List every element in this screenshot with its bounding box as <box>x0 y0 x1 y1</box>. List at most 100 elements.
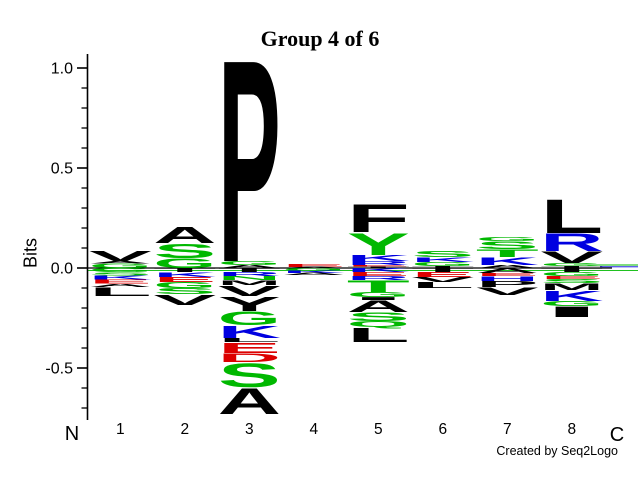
logo-letter: K <box>347 254 410 263</box>
logo-letter: T <box>347 277 410 295</box>
y-axis-label: Bits <box>20 237 41 269</box>
logo-letter: E <box>476 272 539 277</box>
logo-letter: G <box>347 291 410 299</box>
logo-letter: V <box>476 285 539 297</box>
logo-letter: K <box>89 275 153 281</box>
logo-letter: K <box>282 270 346 274</box>
logo-letter: G <box>540 271 603 277</box>
logo-letter: M <box>540 281 603 292</box>
logo-letter: S <box>153 287 216 296</box>
logo-letter: L <box>89 285 152 299</box>
logo-letter: V <box>89 248 152 265</box>
logo-letter: D <box>218 351 281 365</box>
logo-letter: Y <box>218 293 281 316</box>
logo-letter: S <box>153 240 216 263</box>
logo-letter: T <box>540 267 603 273</box>
logo-letter: T <box>540 266 603 269</box>
logo-letter: S <box>476 239 539 251</box>
logo-letter: R <box>540 229 603 257</box>
logo-letter: H <box>476 275 539 283</box>
x-tick-label: 4 <box>309 421 318 438</box>
y-tick-label: 1.0 <box>51 61 73 78</box>
logo-letter: G <box>218 260 281 266</box>
logo-letter: G <box>153 256 216 271</box>
x-tick-label: 5 <box>374 421 383 438</box>
logo-letter: S <box>411 250 474 259</box>
logo-letter: A <box>89 261 152 265</box>
logo-letter: E <box>411 271 474 279</box>
logo-letter: A <box>218 381 281 422</box>
logo-letter: R <box>218 271 281 277</box>
logo-letter: L <box>218 337 281 343</box>
logo-letter: G <box>89 267 152 273</box>
logo-letter: V <box>540 248 603 266</box>
logo-letter: V <box>153 292 216 309</box>
logo-letter: A <box>282 272 345 276</box>
logo-letter: A <box>89 283 152 288</box>
logo-letter: S <box>218 356 281 394</box>
logo-letter: L <box>411 281 474 290</box>
logo-letter: A <box>218 264 281 269</box>
logo-letter: G <box>540 262 603 267</box>
logo-letter: E <box>347 265 410 267</box>
y-tick-label: 0.5 <box>51 161 73 178</box>
logo-letter: T <box>476 247 539 259</box>
logo-letter: Y <box>347 227 410 262</box>
logo-letter: V <box>218 283 281 300</box>
logo-letter: T <box>347 266 410 268</box>
logo-letter: M <box>218 279 281 287</box>
logo-letter: G <box>282 267 345 271</box>
logo-letter: V <box>411 276 474 284</box>
logo-letter: S <box>347 310 410 324</box>
logo-letter: T <box>411 267 474 273</box>
y-tick-label: 0.0 <box>51 261 73 278</box>
logo-letter: S <box>540 278 603 284</box>
logo-letter: R <box>347 260 410 266</box>
logo-letter: P <box>476 280 539 289</box>
logo-letter: G <box>218 308 281 329</box>
logo-letter: S <box>89 271 152 276</box>
logo-letter: K <box>153 271 216 279</box>
logo-letter: G <box>411 261 474 267</box>
logo-letter: L <box>347 324 410 347</box>
logo-letter: T <box>411 266 474 269</box>
x-tick-label: 6 <box>438 421 447 438</box>
logo-letter: E <box>89 279 152 285</box>
logo-letter: G <box>89 263 152 270</box>
logo-letter: K <box>347 267 411 273</box>
logo-letter: G <box>476 236 539 242</box>
c-terminus-label: C <box>609 424 625 446</box>
logo-letter: R <box>347 275 410 281</box>
logo-letter: E <box>153 276 216 284</box>
logo-letter: A <box>476 264 539 269</box>
logo-letter: E <box>282 263 345 268</box>
logo-letter: E <box>218 340 281 357</box>
logo-letter: G <box>540 300 603 308</box>
logo-letter: G <box>153 281 216 290</box>
logo-letter: A <box>476 267 539 275</box>
logo-letter: K <box>540 288 603 305</box>
y-tick-label: -0.5 <box>45 361 73 378</box>
logo-letter: N <box>218 275 281 281</box>
logo-letter: E <box>540 275 603 280</box>
logo-letter: Q <box>347 320 410 329</box>
logo-letter: A <box>347 297 410 315</box>
logo-letter: I <box>347 296 410 301</box>
logo-letter: T <box>153 267 216 273</box>
logo-letter: P <box>218 0 281 323</box>
x-tick-label: 7 <box>503 421 512 438</box>
figure-title: Group 4 of 6 <box>260 26 380 51</box>
logo-letter: F <box>347 196 410 241</box>
logo-letter: K <box>218 322 281 342</box>
n-terminus-label: N <box>64 423 80 445</box>
x-tick-label: 2 <box>180 421 189 438</box>
x-tick-label: 3 <box>245 421 254 438</box>
x-tick-label: 1 <box>116 421 125 438</box>
logo-letter: I <box>541 303 604 320</box>
logo-letter: A <box>282 267 345 269</box>
logo-letter: K <box>411 256 474 264</box>
logo-letter: E <box>347 271 410 277</box>
credit-text: Created by Seq2Logo <box>496 444 618 458</box>
logo-letter: L <box>540 190 603 244</box>
